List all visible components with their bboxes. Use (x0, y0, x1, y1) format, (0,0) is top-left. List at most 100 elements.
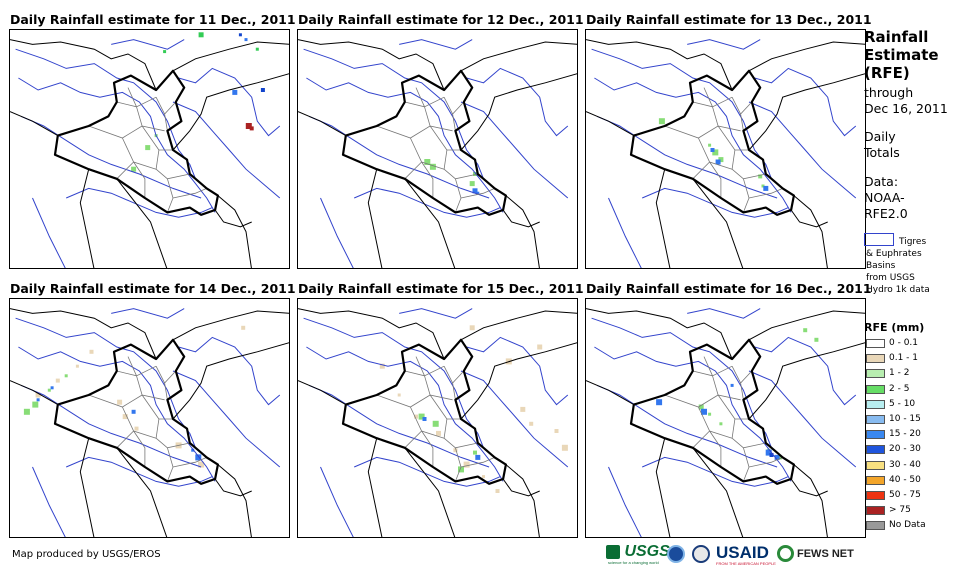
province-boundary (452, 113, 456, 131)
country-border (502, 209, 540, 228)
legend-label: 1 - 2 (889, 368, 910, 379)
province-boundary (692, 96, 733, 108)
rainfall-cell (245, 123, 252, 129)
usgs-tagline: science for a changing world (608, 560, 659, 566)
legend-label: 2 - 5 (889, 383, 910, 394)
basin-boundary (597, 384, 778, 468)
rainfall-cell (131, 166, 137, 172)
country-border (748, 41, 865, 72)
country-border (748, 310, 865, 341)
rainfall-cell (134, 426, 139, 431)
province-boundary (692, 430, 710, 449)
rainfall-cell (765, 449, 772, 456)
province-boundary (404, 365, 445, 377)
rainfall-cell (708, 412, 712, 416)
province-boundary (133, 430, 146, 467)
usaid-tagline: FROM THE AMERICAN PEOPLE (716, 561, 776, 566)
basin-boundary (687, 39, 761, 50)
country-border (214, 209, 252, 228)
rainfall-cell (554, 429, 559, 433)
usgs-wave-icon (606, 545, 620, 559)
country-border (793, 464, 828, 537)
country-border (793, 195, 828, 268)
basin-boundary (608, 197, 642, 268)
legend-swatch (866, 354, 885, 364)
province-boundary (141, 125, 160, 151)
province-boundary (404, 161, 422, 180)
country-border (116, 447, 168, 537)
rainfall-cell (241, 325, 246, 330)
basin-boundary (172, 101, 281, 199)
panel-title-4: Daily Rainfall estimate for 14 Dec., 201… (10, 281, 296, 296)
usaid-logo: USAID FROM THE AMERICAN PEOPLE (716, 543, 776, 566)
legend-label: 30 - 40 (889, 459, 921, 470)
rainfall-cell (469, 325, 475, 331)
rainfall-cell (35, 392, 41, 398)
side-title-line: Rainfall (864, 28, 929, 46)
legend-label: 40 - 50 (889, 474, 921, 485)
rainfall-cell (708, 143, 712, 147)
rainfall-cell (238, 33, 242, 37)
province-boundary (376, 394, 431, 408)
rainfall-cell (50, 386, 54, 390)
basin-boundary (754, 67, 857, 137)
province-boundary (455, 447, 462, 482)
rainfall-cell (23, 408, 30, 415)
fews-net-logo-text: FEWS NET (797, 548, 854, 560)
province-boundary (452, 382, 456, 400)
country-border (10, 308, 157, 360)
rainfall-cell (710, 148, 715, 152)
rainfall-cell (55, 378, 60, 383)
basin-legend-text: Tigres & Euphrates Basins from USGS Hydr… (866, 236, 930, 296)
fews-globe-icon (777, 545, 794, 562)
rainfall-cell (712, 149, 719, 156)
province-boundary (455, 178, 462, 213)
basin-boundary (591, 48, 772, 179)
rainfall-cell (191, 448, 195, 452)
iraq-border (53, 69, 219, 216)
rainfall-cell (561, 444, 568, 451)
map-canvas (10, 30, 289, 268)
country-border (298, 111, 347, 137)
map-canvas (298, 39, 577, 268)
rainfall-cell (47, 388, 51, 392)
side-totals: Totals (864, 145, 900, 160)
province-boundary (460, 457, 495, 468)
province-boundary (172, 457, 207, 468)
basin-boundary (15, 48, 196, 179)
rainfall-cell (758, 174, 763, 179)
rainfall-cell (715, 159, 721, 165)
rainfall-cell (64, 374, 68, 378)
basin-line: Hydro 1k data (866, 285, 930, 295)
province-boundary (443, 149, 461, 170)
basin-boundary (594, 346, 792, 482)
rainfall-cell (414, 414, 418, 419)
province-boundary (731, 366, 753, 384)
legend-label: 0.1 - 1 (889, 353, 919, 364)
country-border (172, 342, 289, 420)
rainfall-cell (195, 454, 202, 461)
panel-title-3: Daily Rainfall estimate for 13 Dec., 201… (586, 12, 872, 27)
basin-boundary (687, 308, 761, 319)
basin-boundary (399, 308, 473, 319)
side-source-1: NOAA- (864, 190, 905, 205)
basin-boundary (32, 197, 66, 268)
usgs-logo-text: USGS (624, 543, 670, 560)
province-boundary (122, 137, 157, 170)
rainfall-cell (255, 47, 259, 51)
province-boundary (709, 430, 722, 467)
country-border (367, 438, 383, 537)
legend-swatch (866, 415, 885, 424)
rainfall-cell (473, 450, 477, 455)
map-canvas (586, 39, 865, 268)
legend-swatch (866, 506, 885, 516)
basin-boundary (460, 101, 569, 199)
province-boundary (703, 356, 713, 376)
province-boundary (709, 161, 722, 198)
legend-label: 50 - 75 (889, 490, 921, 500)
rainfall-map-3 (585, 29, 866, 269)
province-boundary (122, 406, 157, 439)
rainfall-cell (656, 399, 663, 406)
rainfall-cell (475, 454, 481, 460)
rainfall-cell (418, 413, 425, 420)
